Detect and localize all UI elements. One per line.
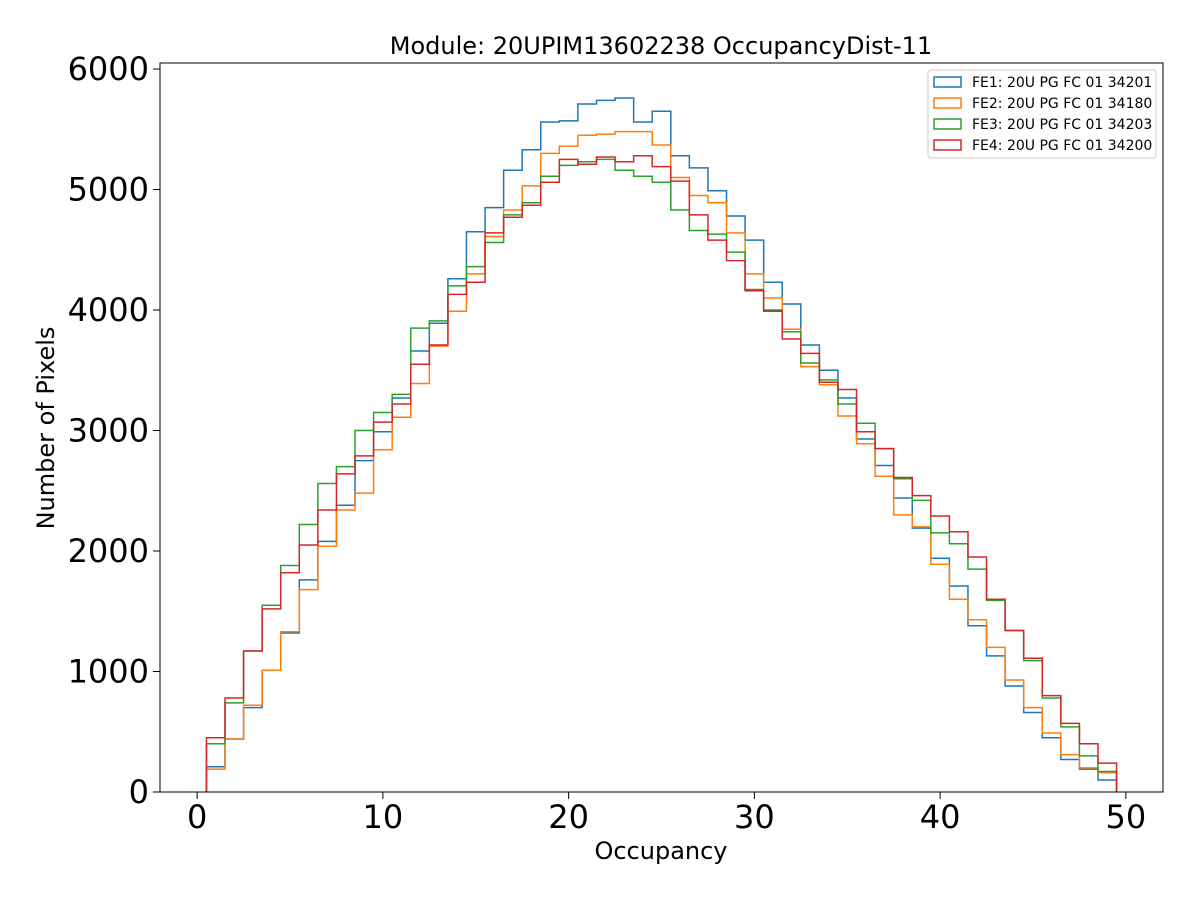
plot-area: [159, 62, 1164, 793]
legend-swatch-fe2: [933, 97, 962, 109]
y-tick-label: 0: [129, 773, 149, 811]
y-tick-label: 4000: [68, 291, 149, 329]
legend-label-fe2: FE2: 20U PG FC 01 34180: [972, 96, 1152, 112]
legend-label-fe1: FE1: 20U PG FC 01 34201: [972, 75, 1152, 91]
y-tick-label: 3000: [68, 412, 149, 450]
chart-title: Module: 20UPIM13602238 OccupancyDist-11: [390, 32, 932, 60]
y-tick-label: 5000: [68, 171, 149, 209]
x-tick-label: 40: [920, 798, 961, 836]
y-axis-ticks: 0 1000 2000 3000 4000 5000 6000: [68, 50, 160, 811]
legend-swatch-fe3: [933, 118, 962, 130]
legend-box: [927, 69, 1157, 159]
y-tick-label: 1000: [68, 653, 149, 691]
y-tick-label: 2000: [68, 532, 149, 570]
y-axis-label: Number of Pixels: [32, 327, 60, 530]
x-axis-ticks: 0 10 20 30 40 50: [187, 792, 1146, 836]
legend-label-fe4: FE4: 20U PG FC 01 34200: [972, 138, 1152, 154]
legend-label-fe3: FE3: 20U PG FC 01 34203: [972, 117, 1152, 133]
plot-frame: [159, 62, 1164, 793]
x-tick-label: 10: [363, 798, 404, 836]
x-tick-label: 50: [1105, 798, 1146, 836]
series-fe2-histogram: [205, 130, 1118, 792]
x-tick-label: 0: [187, 798, 207, 836]
legend: FE1: 20U PG FC 01 34201 FE2: 20U PG FC 01…: [927, 69, 1157, 159]
y-tick-label: 6000: [68, 50, 149, 88]
x-tick-label: 30: [734, 798, 775, 836]
x-tick-label: 20: [548, 798, 589, 836]
legend-swatch-fe1: [933, 76, 962, 88]
x-axis-label: Occupancy: [594, 837, 727, 865]
series-layer: [205, 97, 1118, 792]
legend-items: FE1: 20U PG FC 01 34201 FE2: 20U PG FC 01…: [933, 75, 1152, 154]
legend-swatch-fe4: [933, 139, 962, 151]
series-fe4-histogram: [205, 155, 1118, 792]
